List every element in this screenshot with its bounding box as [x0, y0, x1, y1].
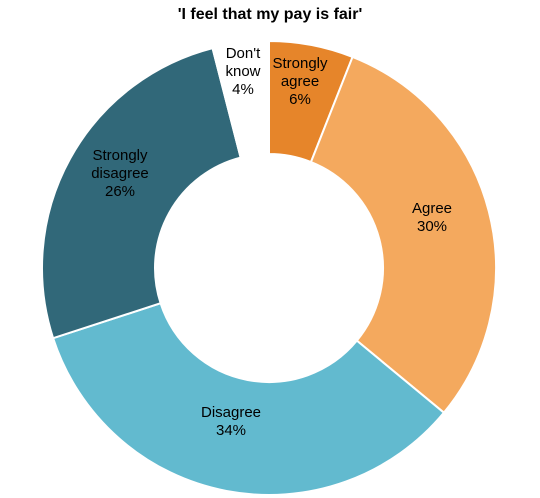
slice-label-line: disagree [91, 165, 149, 182]
slice-label-strongly-agree-6: Strongly agree 6% [272, 55, 328, 108]
slice-don-t-know-4 [211, 39, 270, 159]
slice-strongly-disagree-26 [41, 46, 242, 340]
slice-label-line: Disagree [201, 404, 261, 421]
chart-title: 'I feel that my pay is fair' [177, 6, 363, 23]
slice-label-disagree-34: Disagree 34% [201, 404, 261, 439]
slice-label-line: Don't [226, 45, 261, 62]
slice-label-line: Strongly [272, 55, 328, 72]
slice-label-line: 30% [417, 218, 447, 235]
slice-label-line: Agree [412, 200, 452, 217]
slice-disagree-34 [51, 301, 446, 496]
slice-label-strongly-disagree-26: Strongly disagree 26% [91, 147, 149, 200]
slice-label-don-t-know-4: Don't know 4% [225, 45, 261, 98]
slice-label-line: know [225, 63, 260, 80]
slice-label-line: 4% [232, 81, 254, 98]
slice-label-agree-30: Agree 30% [412, 200, 452, 235]
slice-label-line: 26% [105, 183, 135, 200]
slice-label-line: 34% [216, 422, 246, 439]
slice-label-line: Strongly [92, 147, 148, 164]
slice-label-line: 6% [289, 91, 311, 108]
slice-agree-30 [309, 55, 497, 415]
slice-label-line: agree [281, 73, 319, 90]
